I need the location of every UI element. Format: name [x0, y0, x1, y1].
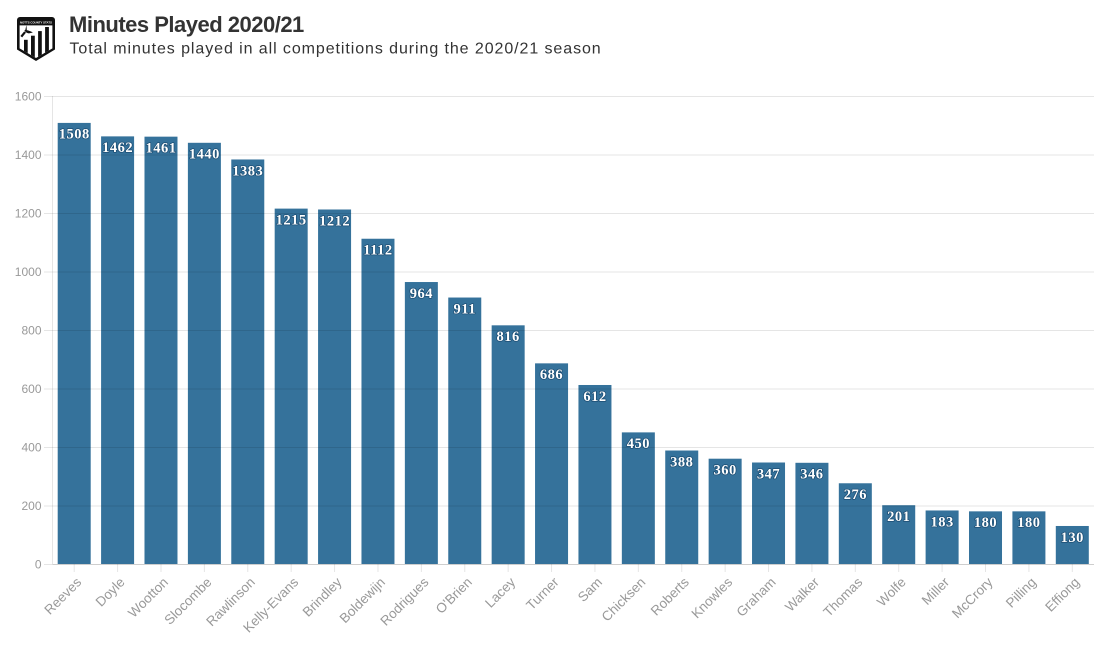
svg-text:1462: 1462 — [102, 140, 133, 156]
svg-text:816: 816 — [497, 329, 520, 345]
svg-text:686: 686 — [540, 367, 563, 383]
svg-text:Turner: Turner — [523, 574, 562, 613]
svg-text:276: 276 — [844, 487, 867, 503]
svg-text:Miller: Miller — [919, 574, 953, 608]
svg-text:1600: 1600 — [15, 90, 42, 104]
svg-text:Total minutes played in all co: Total minutes played in all competitions… — [70, 41, 602, 58]
svg-text:911: 911 — [454, 301, 476, 317]
svg-text:180: 180 — [1017, 515, 1040, 531]
svg-text:0: 0 — [35, 558, 42, 572]
svg-text:964: 964 — [410, 286, 433, 302]
svg-text:1383: 1383 — [232, 163, 263, 179]
svg-text:201: 201 — [887, 509, 910, 525]
svg-text:Pilling: Pilling — [1003, 575, 1039, 611]
svg-text:800: 800 — [21, 324, 41, 338]
svg-text:612: 612 — [583, 389, 606, 405]
svg-text:1461: 1461 — [145, 140, 176, 156]
svg-text:Sam: Sam — [575, 575, 605, 605]
svg-text:Walker: Walker — [782, 574, 822, 614]
svg-text:388: 388 — [670, 454, 693, 470]
svg-text:200: 200 — [21, 499, 41, 513]
svg-text:130: 130 — [1061, 530, 1084, 546]
svg-text:180: 180 — [974, 515, 997, 531]
svg-text:1000: 1000 — [15, 265, 42, 279]
svg-text:1400: 1400 — [15, 148, 42, 162]
svg-text:Roberts: Roberts — [648, 574, 692, 618]
svg-text:Minutes Played 2020/21: Minutes Played 2020/21 — [69, 12, 304, 37]
svg-text:Thomas: Thomas — [820, 574, 865, 619]
svg-text:360: 360 — [714, 463, 737, 479]
svg-text:600: 600 — [21, 382, 41, 396]
svg-text:183: 183 — [930, 514, 953, 530]
svg-text:400: 400 — [21, 441, 41, 455]
svg-text:Lacey: Lacey — [482, 574, 518, 610]
svg-text:McCrory: McCrory — [949, 574, 996, 621]
svg-text:Knowles: Knowles — [689, 574, 736, 621]
svg-text:NOTTS COUNTY STATS: NOTTS COUNTY STATS — [20, 21, 52, 25]
svg-text:Rodrigues: Rodrigues — [377, 574, 431, 628]
svg-text:1215: 1215 — [276, 212, 307, 228]
svg-text:Doyle: Doyle — [93, 575, 128, 610]
svg-text:1212: 1212 — [319, 213, 350, 229]
svg-text:1440: 1440 — [189, 147, 220, 163]
svg-text:346: 346 — [800, 467, 823, 483]
svg-text:Graham: Graham — [734, 575, 779, 620]
svg-text:1508: 1508 — [59, 127, 90, 143]
svg-text:Reeves: Reeves — [41, 574, 84, 617]
svg-text:347: 347 — [757, 466, 780, 482]
svg-text:O'Brien: O'Brien — [433, 575, 475, 617]
svg-text:1112: 1112 — [363, 243, 392, 259]
svg-text:1200: 1200 — [15, 207, 42, 221]
svg-text:Effiong: Effiong — [1042, 575, 1082, 615]
svg-text:450: 450 — [627, 436, 650, 452]
svg-text:Chicksen: Chicksen — [599, 575, 649, 625]
svg-text:Wolfe: Wolfe — [874, 575, 909, 610]
